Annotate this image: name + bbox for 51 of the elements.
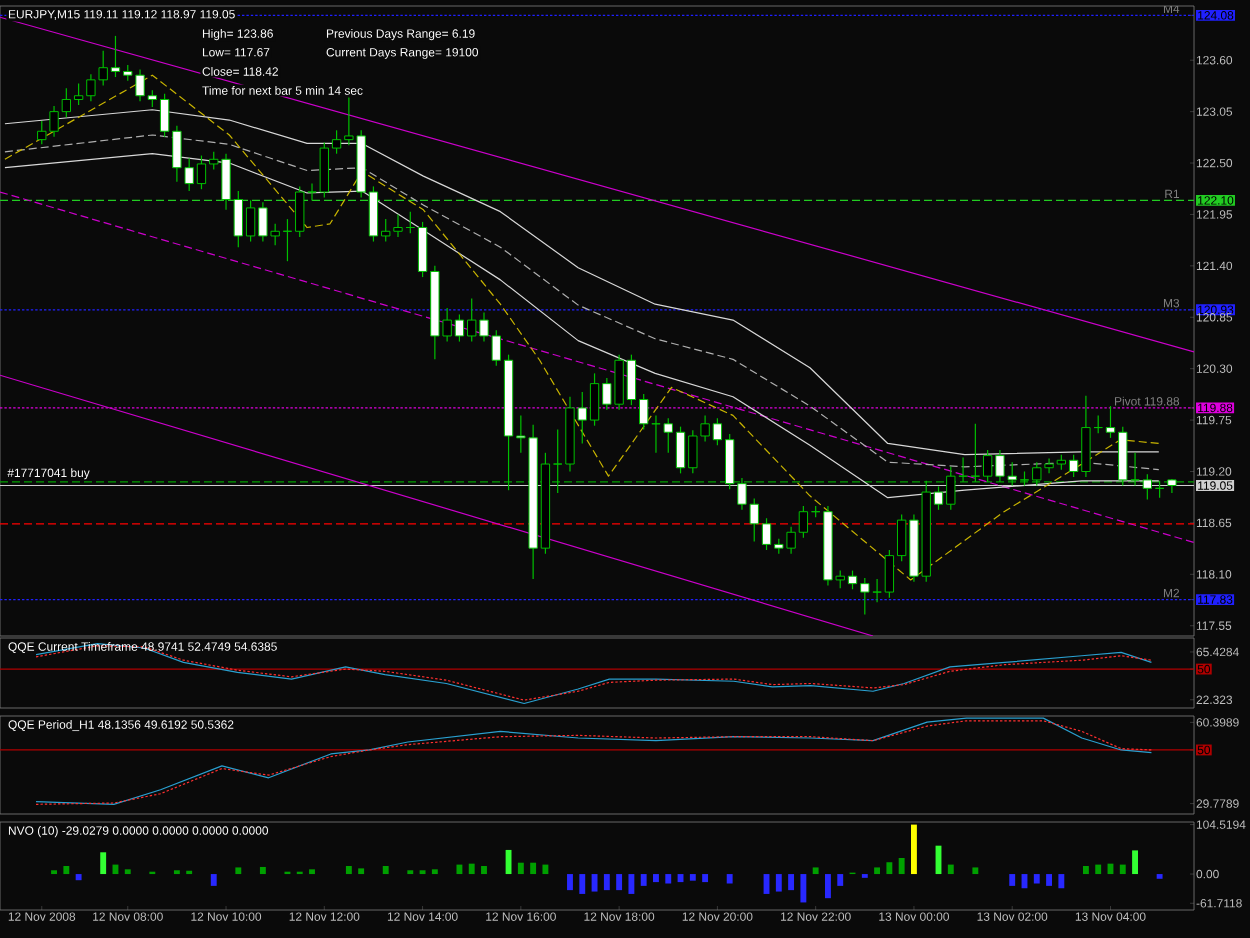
bar xyxy=(947,864,954,875)
bar xyxy=(591,874,598,892)
bar xyxy=(456,864,463,875)
bar xyxy=(345,866,352,875)
bar xyxy=(259,866,266,875)
bar xyxy=(358,868,365,875)
bar xyxy=(1058,874,1065,889)
bar xyxy=(235,867,242,875)
bar xyxy=(468,863,475,875)
bar xyxy=(702,874,709,883)
bar xyxy=(1119,864,1126,875)
bar xyxy=(910,824,917,875)
bar xyxy=(210,874,217,886)
bar xyxy=(800,874,807,903)
bar xyxy=(567,874,573,891)
bar xyxy=(124,869,131,875)
bar xyxy=(75,874,82,881)
bar xyxy=(1095,864,1102,875)
bar xyxy=(874,867,881,875)
bar xyxy=(309,869,315,875)
bar xyxy=(886,862,893,875)
bar xyxy=(837,874,844,886)
bar xyxy=(640,874,647,886)
bar xyxy=(63,866,70,875)
bar xyxy=(653,874,659,883)
bar xyxy=(775,874,782,892)
bar xyxy=(628,874,635,894)
bar xyxy=(972,867,979,875)
bar xyxy=(898,857,905,875)
bar xyxy=(505,849,512,875)
bar xyxy=(689,874,696,881)
bar xyxy=(542,864,549,875)
bar xyxy=(1082,866,1089,875)
bar xyxy=(616,874,623,891)
bar xyxy=(825,874,831,899)
bar xyxy=(431,869,438,875)
bar xyxy=(1009,874,1016,886)
bar xyxy=(481,866,487,875)
bar xyxy=(382,866,389,875)
bar xyxy=(726,874,733,884)
bar xyxy=(665,874,672,884)
bar xyxy=(100,852,107,875)
bar xyxy=(517,862,524,875)
bar xyxy=(530,862,537,875)
bar xyxy=(579,874,586,894)
bar xyxy=(812,867,819,875)
bar xyxy=(1033,874,1040,884)
bar xyxy=(1046,874,1053,886)
bar xyxy=(603,874,610,891)
bar xyxy=(788,874,795,891)
bar xyxy=(1132,850,1138,875)
